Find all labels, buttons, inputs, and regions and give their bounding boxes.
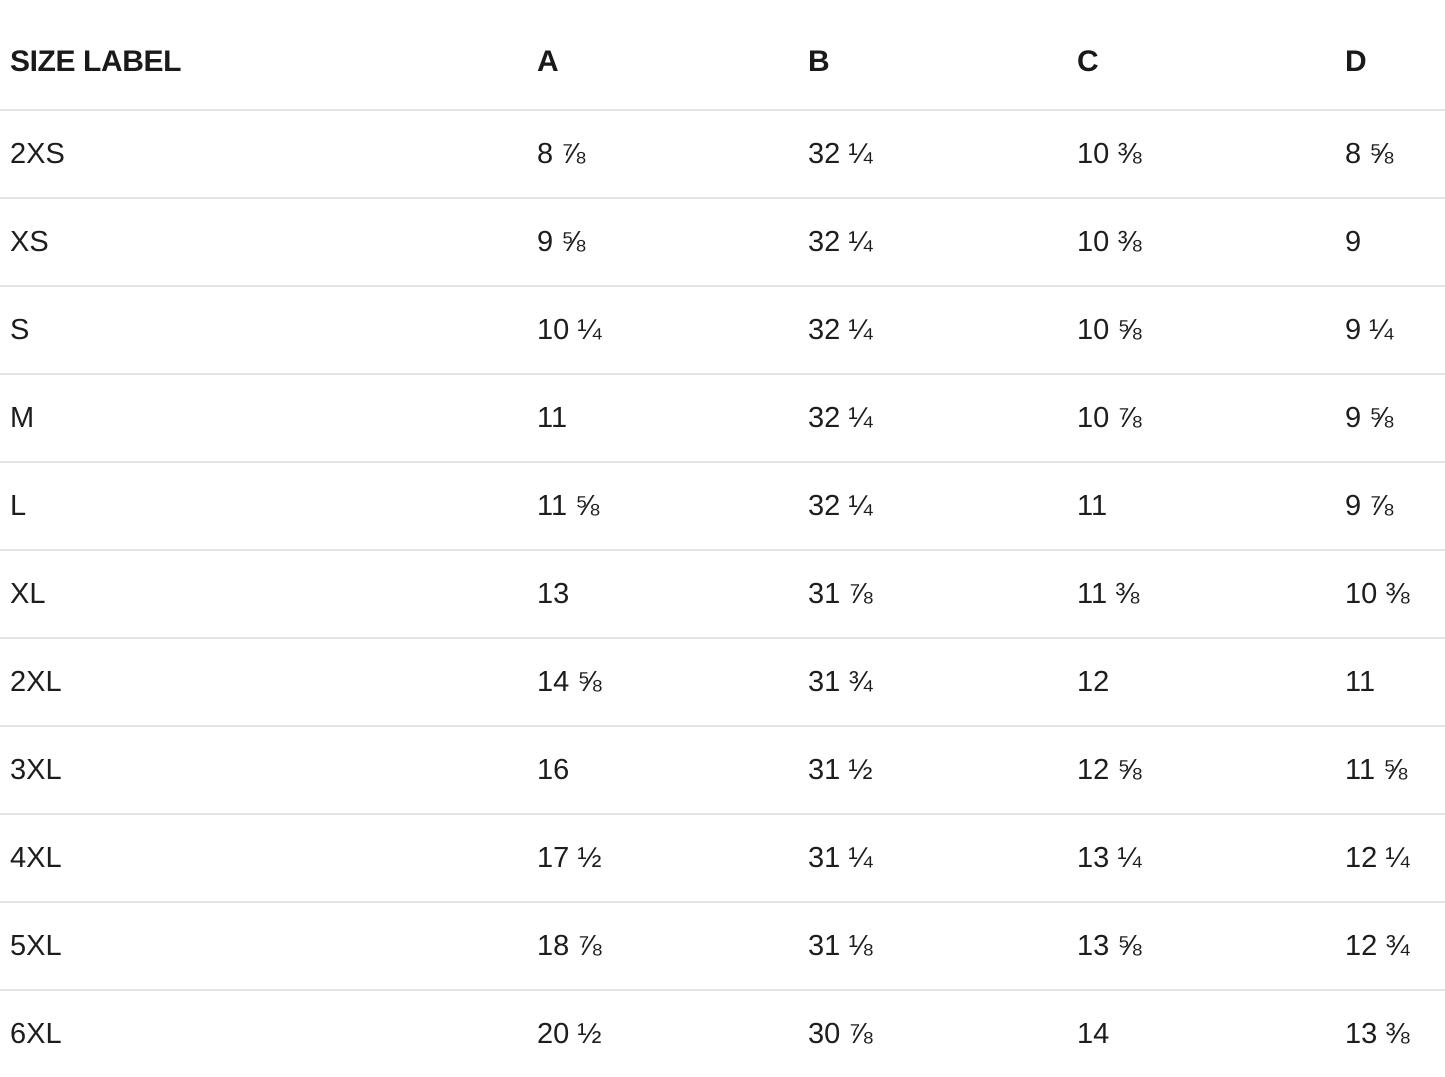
column-header-d: D <box>1345 44 1367 78</box>
measurement-c-cell: 10 ⅜ <box>1077 137 1142 170</box>
table-row: S 10 ¼ 32 ¼ 10 ⅝ 9 ¼ <box>0 286 1445 374</box>
measurement-b-cell: 31 ⅛ <box>808 929 873 962</box>
table-row: XS 9 ⅝ 32 ¼ 10 ⅜ 9 <box>0 198 1445 286</box>
measurement-a-cell: 18 ⅞ <box>537 929 602 962</box>
measurement-a-cell: 16 <box>537 753 570 786</box>
measurement-d-cell: 8 ⅝ <box>1345 137 1394 170</box>
table-row: 5XL 18 ⅞ 31 ⅛ 13 ⅝ 12 ¾ <box>0 902 1445 990</box>
measurement-a-cell: 11 ⅝ <box>537 489 600 522</box>
size-label-cell: S <box>10 313 30 346</box>
measurement-a-cell: 11 <box>537 401 568 434</box>
table-row: 6XL 20 ½ 30 ⅞ 14 13 ⅜ <box>0 990 1445 1077</box>
measurement-d-cell: 10 ⅜ <box>1345 577 1410 610</box>
column-header-size-label: SIZE LABEL <box>10 44 182 78</box>
measurement-c-cell: 12 <box>1077 665 1110 698</box>
measurement-a-cell: 9 ⅝ <box>537 225 586 258</box>
size-label-cell: XL <box>10 577 46 610</box>
measurement-b-cell: 32 ¼ <box>808 489 873 522</box>
table-row: 3XL 16 31 ½ 12 ⅝ 11 ⅝ <box>0 726 1445 814</box>
table-row: XL 13 31 ⅞ 11 ⅜ 10 ⅜ <box>0 550 1445 638</box>
measurement-b-cell: 31 ½ <box>808 753 873 786</box>
measurement-b-cell: 31 ⅞ <box>808 577 873 610</box>
measurement-d-cell: 13 ⅜ <box>1345 1017 1410 1050</box>
size-label-cell: M <box>10 401 35 434</box>
measurement-a-cell: 14 ⅝ <box>537 665 602 698</box>
table-row: L 11 ⅝ 32 ¼ 11 9 ⅞ <box>0 462 1445 550</box>
size-label-cell: 6XL <box>10 1017 62 1050</box>
measurement-d-cell: 9 ¼ <box>1345 313 1394 346</box>
measurement-a-cell: 17 ½ <box>537 841 602 874</box>
measurement-c-cell: 13 ¼ <box>1077 841 1142 874</box>
measurement-a-cell: 13 <box>537 577 570 610</box>
column-header-b: B <box>808 44 830 78</box>
measurement-a-cell: 10 ¼ <box>537 313 602 346</box>
size-label-cell: 5XL <box>10 929 62 962</box>
measurement-b-cell: 32 ¼ <box>808 137 873 170</box>
measurement-b-cell: 31 ¾ <box>808 665 873 698</box>
size-label-cell: 3XL <box>10 753 62 786</box>
measurement-d-cell: 11 ⅝ <box>1345 753 1408 786</box>
table-row: 2XS 8 ⅞ 32 ¼ 10 ⅜ 8 ⅝ <box>0 110 1445 198</box>
measurement-d-cell: 9 ⅞ <box>1345 489 1394 522</box>
measurement-d-cell: 12 ¼ <box>1345 841 1410 874</box>
measurement-c-cell: 12 ⅝ <box>1077 753 1142 786</box>
measurement-d-cell: 12 ¾ <box>1345 929 1410 962</box>
measurement-c-cell: 10 ⅝ <box>1077 313 1142 346</box>
measurement-b-cell: 32 ¼ <box>808 313 873 346</box>
size-label-cell: XS <box>10 225 49 258</box>
column-header-a: A <box>537 44 559 78</box>
measurement-c-cell: 14 <box>1077 1017 1110 1050</box>
measurement-c-cell: 11 <box>1077 489 1108 522</box>
measurement-d-cell: 9 <box>1345 225 1362 258</box>
measurement-c-cell: 13 ⅝ <box>1077 929 1142 962</box>
measurement-c-cell: 11 ⅜ <box>1077 577 1140 610</box>
table-row: 2XL 14 ⅝ 31 ¾ 12 11 <box>0 638 1445 726</box>
measurement-d-cell: 9 ⅝ <box>1345 401 1394 434</box>
measurement-b-cell: 32 ¼ <box>808 225 873 258</box>
table-row: 4XL 17 ½ 31 ¼ 13 ¼ 12 ¼ <box>0 814 1445 902</box>
measurement-b-cell: 30 ⅞ <box>808 1017 873 1050</box>
measurement-a-cell: 8 ⅞ <box>537 137 586 170</box>
column-header-c: C <box>1077 44 1099 78</box>
measurement-c-cell: 10 ⅜ <box>1077 225 1142 258</box>
size-label-cell: 2XL <box>10 665 62 698</box>
measurement-b-cell: 32 ¼ <box>808 401 873 434</box>
measurement-b-cell: 31 ¼ <box>808 841 873 874</box>
size-label-cell: 4XL <box>10 841 62 874</box>
size-label-cell: L <box>10 489 27 522</box>
measurement-c-cell: 10 ⅞ <box>1077 401 1142 434</box>
measurement-d-cell: 11 <box>1345 665 1376 698</box>
header-row: SIZE LABEL A B C D <box>0 0 1445 110</box>
size-label-cell: 2XS <box>10 137 65 170</box>
measurement-a-cell: 20 ½ <box>537 1017 602 1050</box>
table-row: M 11 32 ¼ 10 ⅞ 9 ⅝ <box>0 374 1445 462</box>
